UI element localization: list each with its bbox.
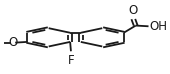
Text: OH: OH — [149, 20, 167, 33]
Text: O: O — [9, 36, 18, 49]
Text: F: F — [68, 54, 74, 67]
Text: O: O — [128, 4, 137, 17]
